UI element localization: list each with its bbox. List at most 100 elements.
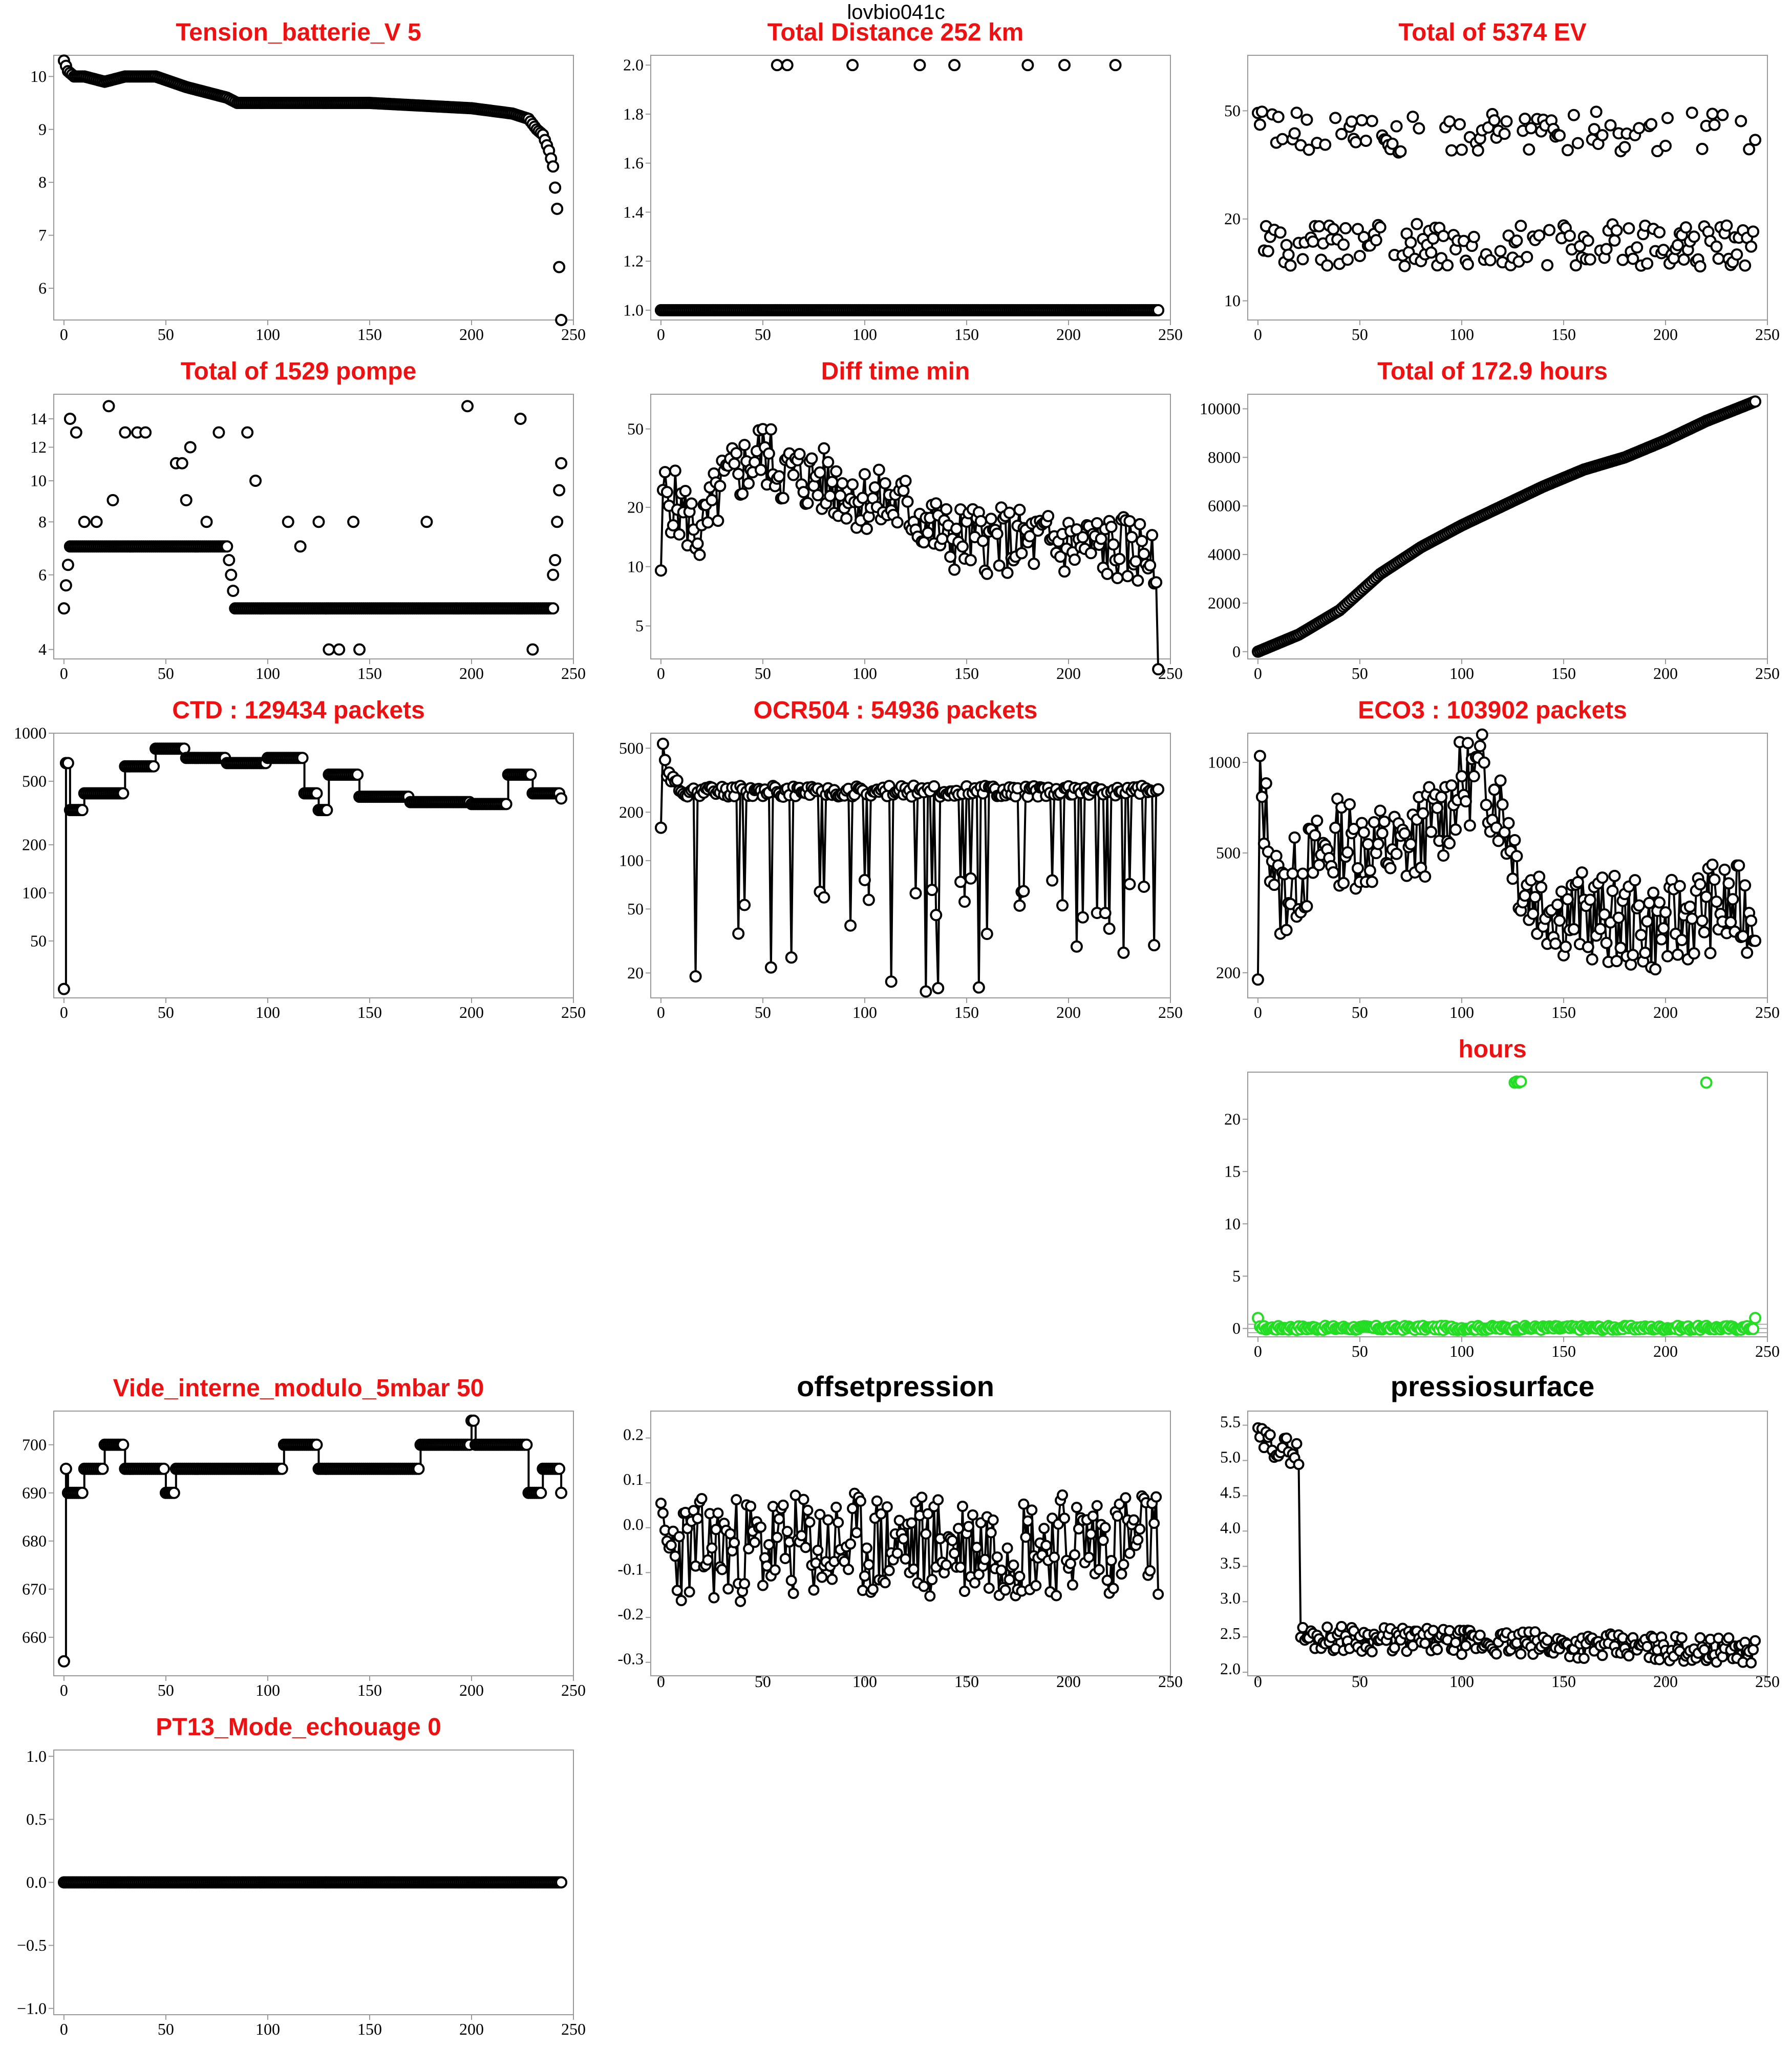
- data-point: [59, 1462, 72, 1475]
- data-point: [658, 754, 671, 766]
- data-point: [983, 1582, 995, 1594]
- data-point: [1152, 663, 1165, 676]
- data-point: [804, 1516, 816, 1528]
- chart-total-hours: 0 50 100 150 200 250 0 2000 4000 6000 8000 10000: [1200, 394, 1780, 682]
- data-point: [1671, 239, 1684, 251]
- data-point: [673, 528, 686, 541]
- data-point: [1661, 950, 1674, 963]
- y-tick-label: 0.1: [623, 1470, 644, 1488]
- data-point: [1091, 1500, 1103, 1511]
- data-point: [555, 457, 568, 470]
- data-point: [1561, 144, 1574, 157]
- data-point: [1349, 136, 1362, 148]
- y-tick-label: 10: [627, 557, 644, 575]
- chart-offsetpression: 0 50 100 150 200 250 -0.3 -0.2 -0.1 0.0 0.1 0.2: [617, 1411, 1183, 1691]
- data-point: [1018, 1498, 1030, 1510]
- data-point: [555, 314, 568, 326]
- y-tick-label: 5.5: [1220, 1413, 1241, 1431]
- data-point: [802, 1504, 814, 1516]
- data-point: [1594, 923, 1607, 935]
- data-point: [1441, 259, 1454, 272]
- data-point: [555, 1876, 568, 1889]
- data-point: [1541, 259, 1554, 271]
- data-point: [1480, 799, 1492, 812]
- data-point: [1389, 1642, 1400, 1654]
- x-tick-label: 150: [357, 664, 382, 682]
- panel-total-hours: Total of 172.9 hours 0 50 100 150 200 250 0 200…: [1194, 339, 1791, 683]
- data-point: [879, 477, 891, 490]
- data-point: [781, 59, 794, 72]
- data-point: [1453, 118, 1466, 131]
- data-point: [1627, 252, 1639, 265]
- data-point: [1696, 914, 1709, 927]
- data-point: [1750, 1635, 1761, 1647]
- data-point: [1413, 122, 1425, 135]
- data-point: [840, 512, 853, 525]
- data-point: [872, 463, 885, 476]
- panel-ocr504-packets: OCR504 : 54936 packets 0 50 100 150 200 250 20…: [597, 678, 1194, 1022]
- data-point: [1747, 1644, 1759, 1656]
- x-tick-label: 250: [1755, 1672, 1780, 1691]
- data-point: [549, 181, 562, 194]
- chart-tension-batterie: 0 50 100 150 200 250 6 7 8 9 10: [30, 54, 586, 344]
- data-point: [1679, 221, 1692, 234]
- data-point: [1370, 234, 1382, 247]
- data-point: [1561, 893, 1574, 906]
- x-tick-label: 150: [357, 1003, 382, 1021]
- x-tick-label: 200: [1653, 325, 1678, 344]
- data-point: [985, 1527, 997, 1539]
- data-point: [1291, 1438, 1303, 1449]
- data-point: [1723, 1632, 1735, 1644]
- data-point: [1014, 1570, 1026, 1582]
- data-point: [1686, 912, 1698, 925]
- data-point: [879, 1577, 891, 1589]
- data-point: [1661, 112, 1674, 124]
- data-point: [844, 919, 857, 932]
- data-point: [979, 1553, 991, 1565]
- data-point: [714, 480, 727, 493]
- data-point: [1255, 105, 1268, 118]
- data-point: [1303, 143, 1315, 156]
- data-point: [1351, 862, 1364, 874]
- data-point: [956, 540, 969, 553]
- data-point: [1148, 939, 1161, 952]
- data-point: [1398, 260, 1411, 272]
- data-point: [724, 1528, 736, 1540]
- data-point: [1676, 1632, 1688, 1644]
- data-point: [948, 563, 961, 576]
- data-point: [555, 1486, 568, 1499]
- data-point: [1071, 1502, 1082, 1513]
- data-point: [1645, 118, 1658, 131]
- chart-pressiosurface: 0 50 100 150 200 250 2.0 2.5 3.0 3.5 4.0 4.5 5.0 5.5: [1220, 1411, 1780, 1691]
- data-point: [1722, 877, 1735, 890]
- data-point: [1085, 1528, 1097, 1540]
- chart-title: Total of 1529 pompe: [180, 358, 417, 385]
- y-tick-label: -0.1: [617, 1560, 644, 1578]
- x-tick-label: 200: [459, 2020, 484, 2038]
- data-point: [1105, 521, 1118, 534]
- x-tick-label: 250: [561, 1681, 586, 1699]
- data-point: [1427, 232, 1440, 245]
- y-tick-label: 200: [1216, 963, 1241, 982]
- data-point: [1575, 866, 1588, 879]
- data-point: [1496, 798, 1509, 811]
- data-point: [1510, 850, 1523, 863]
- data-point: [1610, 955, 1623, 968]
- data-point: [868, 481, 881, 494]
- data-point: [974, 515, 987, 527]
- data-point: [1514, 220, 1527, 232]
- chart-title: OCR504 : 54936 packets: [753, 697, 1038, 724]
- plot-frame: [650, 394, 1171, 659]
- x-tick-label: 0: [60, 2020, 68, 2038]
- y-tick-label: 4.5: [1220, 1483, 1241, 1501]
- data-point: [1134, 518, 1146, 530]
- x-tick-label: 200: [1653, 1003, 1678, 1021]
- data-point: [1307, 235, 1319, 248]
- y-tick-label: 1.2: [623, 252, 644, 270]
- data-point: [119, 426, 132, 439]
- y-tick-label: 100: [619, 851, 644, 869]
- data-point: [1132, 574, 1144, 587]
- data-point: [1543, 224, 1556, 237]
- data-point: [818, 442, 830, 455]
- y-tick-label: 8: [38, 173, 47, 191]
